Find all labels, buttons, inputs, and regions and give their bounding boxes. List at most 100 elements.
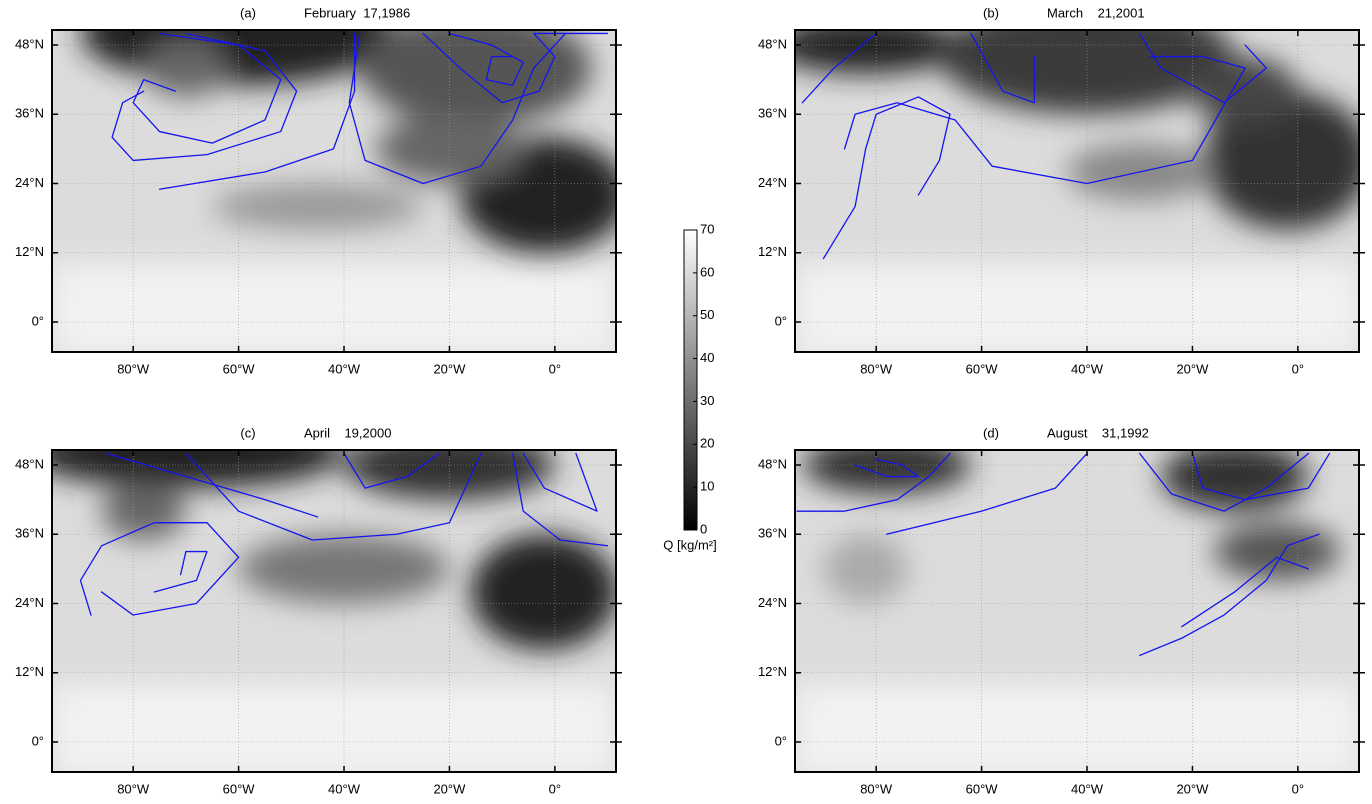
panel-date: March 21,2001 <box>1047 5 1145 20</box>
lat-tick-label: 0° <box>775 733 787 748</box>
lon-tick-label: 80°W <box>117 361 150 376</box>
streamline <box>111 32 298 162</box>
colorbar-tick-label: 20 <box>700 436 714 451</box>
streamline <box>854 458 919 478</box>
field-blob <box>823 534 908 604</box>
map-frame <box>794 29 1360 353</box>
moisture-field <box>795 30 1359 352</box>
lat-tick-label: 48°N <box>15 36 44 51</box>
lon-tick-label: 20°W <box>433 361 466 376</box>
colorbar-tick-label: 60 <box>700 264 714 279</box>
lon-tick-label: 60°W <box>966 361 999 376</box>
lon-tick-label: 0° <box>549 781 561 796</box>
streamline <box>512 452 609 547</box>
panel-label: (c) <box>240 425 255 440</box>
panel-label: (a) <box>240 5 256 20</box>
field-blob <box>1192 56 1298 126</box>
field-blob <box>359 30 592 126</box>
colorbar-tick-label: 70 <box>700 221 714 236</box>
streamline <box>1139 533 1320 657</box>
field-tropics <box>52 264 616 352</box>
streamline <box>522 452 598 512</box>
field-blob <box>101 482 186 541</box>
field-blob <box>1203 91 1359 230</box>
panel-label: (b) <box>983 5 999 20</box>
lat-tick-label: 36°N <box>15 526 44 541</box>
colorbar-tick-label: 10 <box>700 479 714 494</box>
lat-tick-label: 36°N <box>15 106 44 121</box>
map-panel: 80°W 60°W 40°W 20°W 0° 48°N 36°N 24°N 12°N 0° (d) A… <box>758 425 1365 796</box>
streamline <box>1149 55 1246 69</box>
streamline <box>1139 452 1310 512</box>
lon-tick-label: 0° <box>549 361 561 376</box>
lat-tick-label: 0° <box>32 733 44 748</box>
lat-tick-label: 24°N <box>15 175 44 190</box>
colorbar-label: Q [kg/m²] <box>663 537 716 552</box>
moisture-field <box>52 450 616 772</box>
field-blob <box>1160 450 1309 512</box>
map-frame <box>51 449 617 773</box>
lat-tick-label: 48°N <box>758 456 787 471</box>
streamline <box>843 67 1246 185</box>
streamline <box>1181 556 1310 628</box>
lat-tick-label: 12°N <box>15 664 44 679</box>
colorbar-tick-label: 0 <box>700 521 707 536</box>
streamline <box>448 32 524 87</box>
streamline <box>796 452 951 512</box>
field-tropics <box>795 684 1359 772</box>
lon-tick-label: 60°W <box>966 781 999 796</box>
streamline <box>822 96 951 260</box>
lon-tick-label: 80°W <box>117 781 150 796</box>
moisture-field <box>52 30 616 352</box>
lon-tick-label: 80°W <box>860 781 893 796</box>
streamline <box>1191 452 1331 501</box>
streamline <box>422 32 609 104</box>
streamline <box>79 522 240 616</box>
panel-date: February 17,1986 <box>304 5 410 20</box>
lon-tick-label: 0° <box>1292 781 1304 796</box>
lon-tick-label: 80°W <box>860 361 893 376</box>
map-panel: 80°W 60°W 40°W 20°W 0° 48°N 36°N 24°N 12°N 0° (c) A… <box>15 425 622 796</box>
colorbar-tick-label: 40 <box>700 350 714 365</box>
streamline <box>185 452 482 541</box>
lon-tick-label: 40°W <box>328 781 361 796</box>
colorbar-gradient <box>683 229 698 531</box>
field-blob <box>795 30 961 74</box>
field-tropics <box>52 684 616 772</box>
lon-tick-label: 20°W <box>1176 361 1209 376</box>
field-blob <box>375 114 524 184</box>
streamline <box>348 32 567 185</box>
lat-tick-label: 48°N <box>15 456 44 471</box>
field-blob <box>212 183 424 230</box>
field-blob <box>143 39 229 97</box>
lon-tick-label: 20°W <box>1176 781 1209 796</box>
streamline <box>801 32 877 104</box>
lat-tick-label: 12°N <box>758 244 787 259</box>
field-blob <box>238 534 450 604</box>
streamline <box>886 452 1088 535</box>
field-blobs <box>795 30 1359 230</box>
streamline <box>106 452 319 518</box>
lon-tick-label: 60°W <box>223 781 256 796</box>
colorbar: 0 10 20 30 40 50 60 70 Q [kg/m²] <box>663 221 716 552</box>
lat-tick-label: 36°N <box>758 526 787 541</box>
moisture-field <box>795 450 1359 772</box>
field-blob <box>802 450 972 494</box>
colorbar-tick-label: 30 <box>700 393 714 408</box>
panel-date: April 19,2000 <box>304 425 391 440</box>
lat-tick-label: 24°N <box>758 595 787 610</box>
map-panel: 80°W 60°W 40°W 20°W 0° 48°N 36°N 24°N 12°N 0° (a) F… <box>15 5 622 376</box>
field-blob <box>52 450 344 489</box>
lon-tick-label: 40°W <box>328 361 361 376</box>
lat-tick-label: 24°N <box>758 175 787 190</box>
lat-tick-label: 0° <box>32 313 44 328</box>
streamline <box>970 32 1035 104</box>
map-frame <box>51 29 617 353</box>
lon-tick-label: 40°W <box>1071 781 1104 796</box>
streamline <box>343 452 440 489</box>
panel-label: (d) <box>983 425 999 440</box>
lon-tick-label: 40°W <box>1071 361 1104 376</box>
lat-tick-label: 12°N <box>758 664 787 679</box>
